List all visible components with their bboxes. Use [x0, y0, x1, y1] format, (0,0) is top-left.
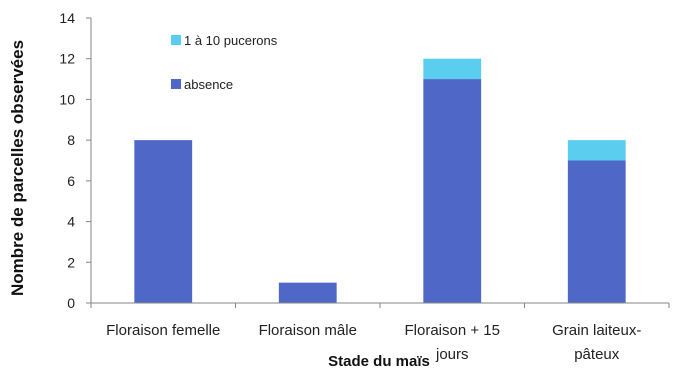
bar-segment — [134, 140, 193, 303]
legend-label: 1 à 10 pucerons — [184, 33, 278, 48]
x-axis-title: Stade du maïs — [328, 353, 430, 370]
y-tick-label: 6 — [67, 173, 75, 189]
x-category-label: jours — [435, 346, 469, 363]
x-category-label: Grain laiteux- — [552, 322, 641, 339]
bar-segment — [567, 140, 626, 161]
bar-segment — [423, 79, 482, 303]
y-tick-label: 8 — [67, 132, 75, 148]
legend-label: absence — [184, 77, 233, 92]
legend: 1 à 10 pucerons absence — [171, 33, 278, 92]
y-tick-label: 0 — [67, 295, 75, 311]
bar-segment — [567, 160, 626, 303]
y-tick-label: 4 — [67, 214, 75, 230]
y-axis-title: Nombre de parcelles observées — [8, 40, 27, 296]
x-category-label: Floraison femelle — [106, 322, 220, 339]
bars-layer — [134, 58, 626, 303]
bar-segment — [423, 58, 482, 80]
legend-swatch — [171, 79, 181, 89]
x-category-label: pâteux — [574, 346, 620, 363]
y-tick-label: 2 — [67, 254, 75, 270]
axes-layer: 0 2 4 6 8 10 12 14 Floraison femelle Floraison mâ… — [59, 10, 670, 363]
legend-swatch — [171, 35, 181, 45]
y-tick-label: 12 — [59, 51, 75, 67]
bar-segment — [278, 282, 337, 303]
y-tick-label: 10 — [59, 91, 75, 107]
x-category-label: Floraison mâle — [259, 322, 357, 339]
y-tick-label: 14 — [59, 10, 75, 26]
x-category-label: Floraison + 15 — [405, 322, 500, 339]
